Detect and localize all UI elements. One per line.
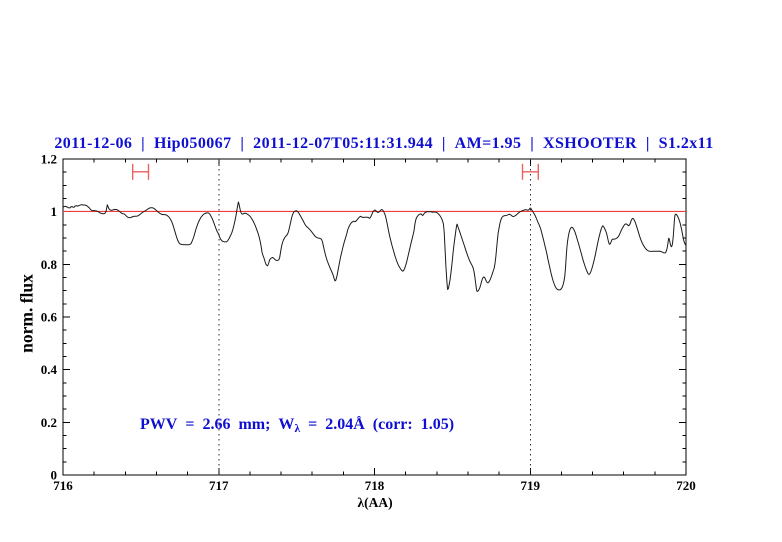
- svg-text:717: 717: [209, 478, 229, 493]
- svg-text:2011-12-06 | Hip050067 | 2: 2011-12-06 | Hip050067 | 2011-12-07T05:1…: [54, 135, 713, 152]
- svg-text:λ(AA): λ(AA): [357, 495, 392, 510]
- svg-text:0.8: 0.8: [41, 257, 58, 272]
- svg-text:PWV = 2.66 mm; Wλ = 2.04: PWV = 2.66 mm; Wλ = 2.04Å (corr: 1.05): [140, 415, 454, 435]
- svg-text:0.6: 0.6: [41, 310, 58, 325]
- svg-text:0.4: 0.4: [41, 362, 58, 377]
- svg-text:norm. flux: norm. flux: [17, 274, 37, 353]
- svg-text:719: 719: [520, 478, 540, 493]
- svg-text:1.2: 1.2: [41, 152, 57, 167]
- svg-text:1: 1: [51, 204, 58, 219]
- svg-text:0.2: 0.2: [41, 415, 57, 430]
- svg-text:0: 0: [51, 468, 58, 483]
- svg-text:720: 720: [676, 478, 696, 493]
- svg-text:716: 716: [53, 478, 73, 493]
- svg-text:718: 718: [365, 478, 385, 493]
